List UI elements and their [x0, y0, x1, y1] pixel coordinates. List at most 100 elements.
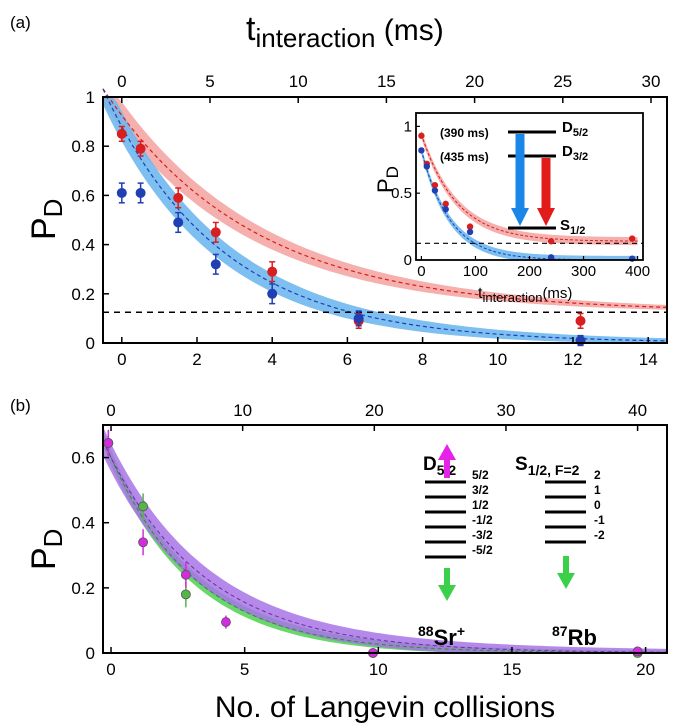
inset-data-point — [442, 200, 449, 208]
s12-sublevel-label: 2 — [594, 468, 601, 482]
data-point — [267, 266, 278, 277]
inset-data-point — [547, 254, 555, 261]
panel-a-y-ticks: 0 0.2 0.4 0.6 0.8 1 — [71, 88, 109, 353]
inset-y-axis-title: PD — [373, 166, 402, 193]
panel-b-fit-bands — [103, 426, 667, 653]
down-arrow-green-left-head — [438, 585, 456, 601]
panel-a-data-points — [116, 125, 586, 347]
inset-x-ticks: 0 100 200 300 400 — [417, 256, 650, 280]
inset-x-axis-title: tinteraction(ms) — [478, 285, 572, 305]
y-tick-label: 0.6 — [71, 186, 95, 205]
inset-data-point — [418, 147, 425, 154]
data-point — [210, 259, 221, 270]
down-arrow-green-right-head — [557, 573, 575, 589]
y-tick-label: 0 — [86, 644, 95, 663]
decay-arrow-red-head — [537, 208, 555, 226]
y-tick-label: 0.4 — [71, 236, 95, 255]
inset-fit-band — [421, 130, 638, 246]
top-tick-label: 30 — [642, 72, 661, 91]
panel-a-plot-frame — [102, 96, 668, 344]
s12-sublevel-label: 0 — [594, 498, 601, 512]
fit-band — [103, 426, 667, 653]
x-tick-label: 5 — [240, 660, 249, 679]
top-tick-label: 30 — [496, 401, 515, 420]
data-point — [138, 537, 148, 548]
inset-data-point — [547, 238, 555, 245]
data-point — [267, 288, 278, 299]
inset-data-point — [628, 255, 636, 262]
s12-sublevel-label: -2 — [594, 528, 605, 542]
d52-sublevel-label: -5/2 — [472, 543, 493, 557]
data-point — [180, 589, 191, 600]
x-tick-label: 0 — [106, 660, 115, 679]
panel-b-fit-lines — [102, 438, 668, 654]
inset-x-tick-label: 400 — [625, 263, 650, 280]
inset-x-tick-label: 300 — [571, 263, 596, 280]
panel-b-y-ticks: 0 0.2 0.4 0.6 — [71, 449, 109, 663]
inset-x-tick-label: 200 — [517, 263, 542, 280]
data-point — [210, 227, 221, 238]
top-tick-label: 10 — [233, 401, 252, 420]
top-tick-label: 25 — [553, 72, 572, 91]
top-tick-label: 40 — [628, 401, 647, 420]
panel-b-plot-frame — [102, 424, 668, 654]
panel-b-x-ticks: 0 5 10 15 20 — [106, 647, 655, 679]
fit-band — [103, 97, 667, 310]
data-point — [173, 217, 184, 228]
inset-x-tick-label: 0 — [417, 263, 425, 280]
d52-sublevels: 5/23/21/2-1/2-3/2-5/2 — [425, 468, 493, 559]
data-point — [353, 313, 364, 324]
panel-b-top-ticks: 0 10 20 30 40 — [106, 401, 647, 431]
y-tick-label: 0.2 — [71, 579, 95, 598]
x-tick-label: 14 — [639, 350, 658, 369]
x-tick-label: 8 — [418, 350, 427, 369]
ion-label-sr: 88Sr+ — [418, 623, 465, 650]
x-tick-label: 10 — [369, 660, 388, 679]
inset-y-tick-label: 1 — [404, 118, 412, 135]
d52-sublevel-label: -1/2 — [472, 513, 493, 527]
inset-data-point — [418, 132, 425, 139]
x-tick-label: 4 — [267, 350, 276, 369]
data-point — [135, 143, 146, 154]
s12-sublevel-label: 1 — [594, 483, 601, 497]
inset-y-tick-label: 0 — [404, 252, 412, 269]
top-tick-label: 0 — [106, 401, 115, 420]
panel-a-top-ticks: 0 5 10 15 20 25 30 — [117, 72, 660, 103]
top-tick-label: 20 — [365, 401, 384, 420]
panel-b-x-axis-title: No. of Langevin collisions — [215, 691, 555, 724]
data-point — [103, 438, 114, 448]
data-point — [575, 315, 586, 326]
data-point — [221, 617, 231, 627]
x-tick-label: 2 — [192, 350, 201, 369]
inset-data-point — [466, 223, 474, 230]
data-point — [575, 335, 586, 346]
up-arrow-magenta-head — [438, 444, 456, 460]
inset-fit-line — [420, 134, 638, 242]
data-point — [138, 501, 148, 512]
top-tick-label: 5 — [205, 72, 214, 91]
d52-sublevel-label: 1/2 — [472, 498, 489, 512]
inset-data-point — [466, 228, 474, 236]
inset-data-point — [423, 163, 431, 170]
panel-a-label: (a) — [10, 13, 31, 32]
d52-manifold-title: D5/2 — [423, 454, 456, 478]
data-point — [180, 569, 191, 580]
top-tick-label: 10 — [289, 72, 308, 91]
y-tick-label: 0.8 — [71, 137, 95, 156]
y-tick-label: 0.6 — [71, 449, 95, 468]
s12-sublevels: 210-1-2 — [545, 468, 605, 544]
top-tick-label: 15 — [377, 72, 396, 91]
panel-a-x-ticks: 0 2 4 6 8 10 12 14 — [117, 337, 658, 369]
d52-sublevel-label: -3/2 — [472, 528, 493, 542]
s12-manifold-title: S1/2, F=2 — [515, 454, 580, 478]
x-tick-label: 10 — [488, 350, 507, 369]
inset-y-ticks: 00.51 — [391, 118, 420, 269]
y-tick-label: 0 — [86, 334, 95, 353]
fit-line — [102, 438, 668, 654]
panel-a-top-axis-title: tinteraction (ms) — [246, 10, 444, 53]
panel-a-inset: 0 100 200 300 400 00.51 tinteraction(ms) PD … — [373, 110, 655, 305]
data-point — [116, 128, 127, 139]
data-point — [116, 187, 127, 198]
x-tick-label: 0 — [117, 350, 126, 369]
